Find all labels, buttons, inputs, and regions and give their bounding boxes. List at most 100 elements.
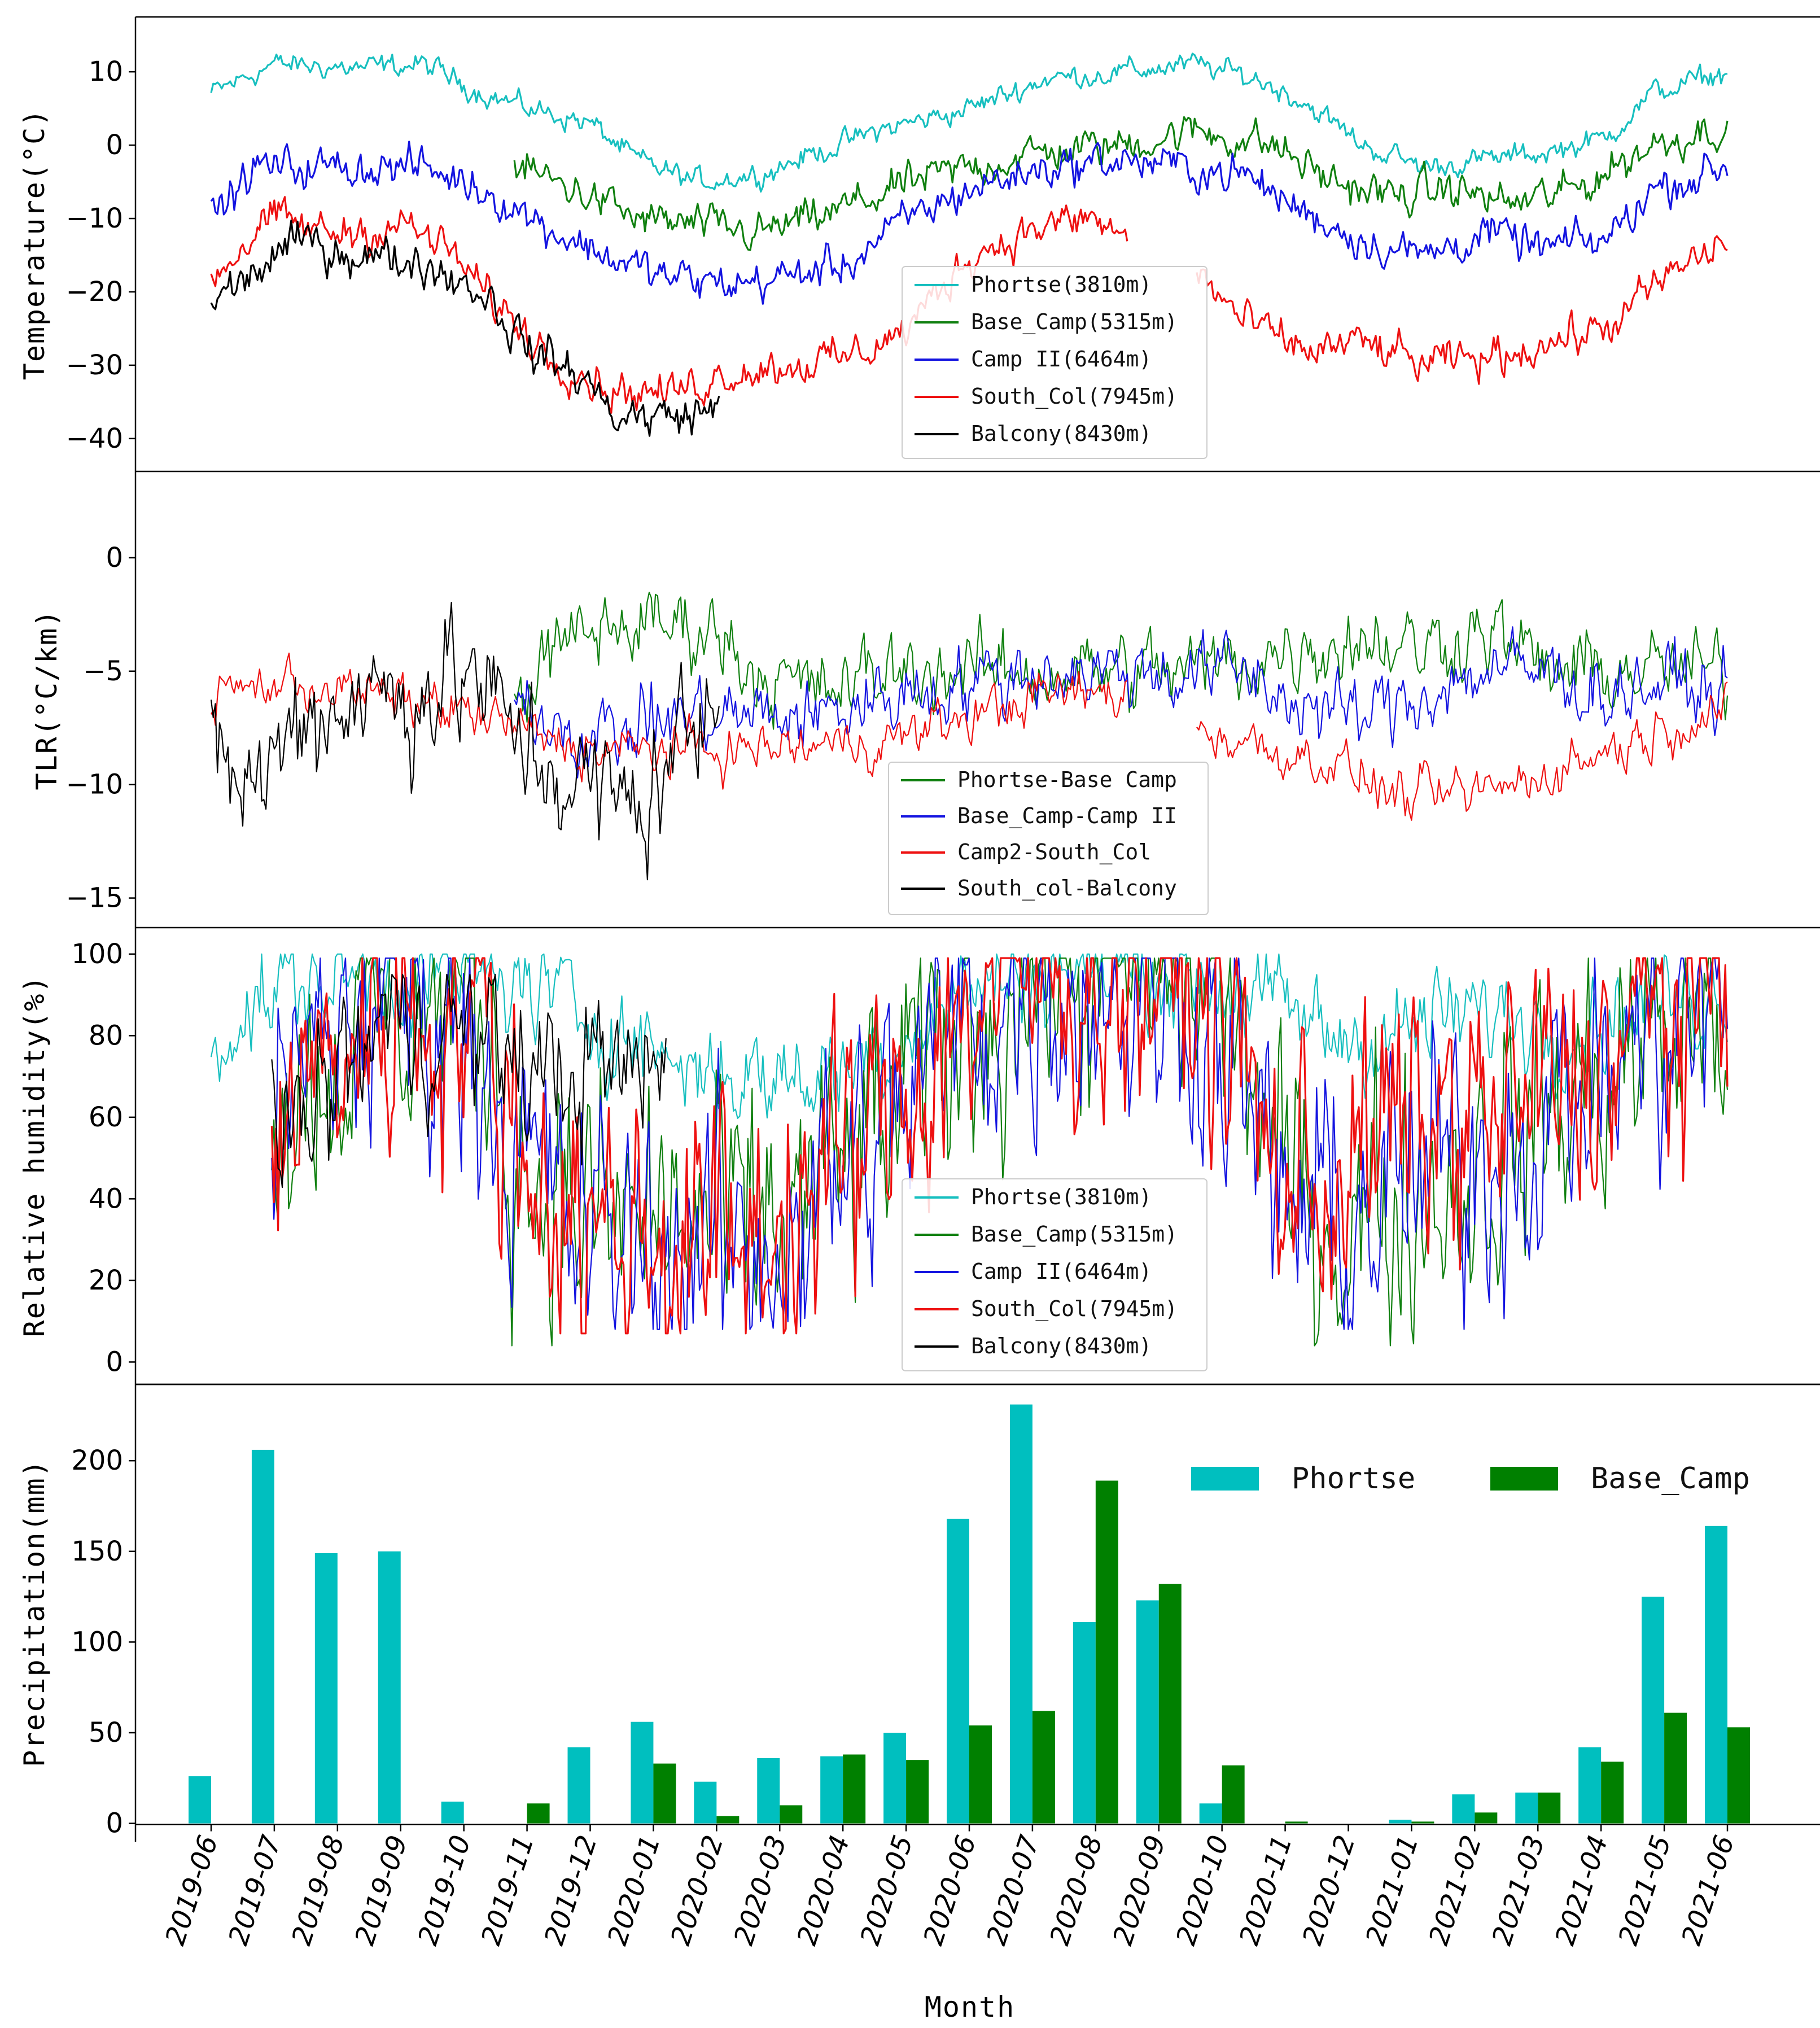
bar-phortse-2020-05 [883, 1732, 907, 1824]
bar-phortse-2020-03 [757, 1758, 780, 1824]
x-tick-label: 2021-05 [1612, 1832, 1677, 1949]
panel-1-ytick-label: 10 [89, 56, 123, 88]
panel-1-legend-box [902, 266, 1208, 459]
x-tick-label: 2020-11 [1233, 1832, 1298, 1949]
panel-3-ytick-label: 80 [89, 1020, 123, 1051]
panel-2-legend-label: Base_Camp-Camp II [957, 803, 1177, 829]
panel-1-ytick-label: −40 [66, 423, 123, 454]
x-tick-label: 2020-06 [917, 1832, 982, 1949]
x-tick-label: 2020-09 [1107, 1832, 1172, 1949]
bar-phortse-2020-06 [947, 1518, 969, 1824]
panel-4-ytick-label: 200 [71, 1445, 123, 1476]
bar-base_camp-2020-02 [716, 1816, 740, 1824]
panel-3-ytick-label: 100 [71, 938, 123, 970]
legend-swatch-base_camp [1490, 1467, 1558, 1491]
bar-base_camp-2019-11 [527, 1803, 550, 1824]
bar-phortse-2019-08 [314, 1553, 338, 1824]
panel-1-legend-label: Base_Camp(5315m) [971, 309, 1178, 335]
panel-4-ytick-label: 150 [71, 1536, 123, 1567]
bar-phortse-2020-10 [1199, 1803, 1222, 1824]
x-axis-label: Month [925, 1991, 1016, 2023]
bar-base_camp-2021-02 [1475, 1812, 1498, 1824]
x-tick-label: 2020-08 [1044, 1832, 1109, 1949]
bar-phortse-2020-01 [631, 1721, 654, 1824]
bar-phortse-2021-04 [1578, 1747, 1602, 1824]
bar-phortse-2019-07 [251, 1449, 274, 1824]
panel-2-ytick-label: −15 [66, 882, 123, 914]
x-tick-label: 2020-03 [728, 1832, 793, 1949]
x-tick-label: 2019-06 [159, 1832, 224, 1949]
bar-base_camp-2020-09 [1158, 1584, 1182, 1824]
bar-base_camp-2021-04 [1601, 1762, 1624, 1824]
x-tick-label: 2019-11 [475, 1832, 540, 1949]
bar-base_camp-2020-05 [906, 1760, 929, 1824]
bar-phortse-2021-01 [1389, 1820, 1412, 1824]
x-tick-label: 2021-01 [1360, 1832, 1425, 1949]
panel-3-series-line-5 [271, 973, 667, 1188]
bar-base_camp-2020-04 [843, 1754, 866, 1824]
bar-phortse-2020-09 [1136, 1600, 1159, 1824]
bar-phortse-2021-03 [1515, 1792, 1538, 1824]
panel-1-series-line-2 [513, 116, 1729, 251]
panel-3-legend-label: Phortse(3810m) [971, 1185, 1152, 1209]
x-tick-label: 2020-04 [791, 1832, 856, 1949]
x-tick-label: 2019-09 [349, 1832, 414, 1949]
panel-3-series-line-3 [271, 957, 1729, 1330]
x-tick-label: 2019-10 [412, 1832, 477, 1949]
bar-base_camp-2021-03 [1538, 1792, 1561, 1824]
x-tick-label: 2021-04 [1549, 1832, 1614, 1949]
panel-1-legend-label: Camp II(6464m) [971, 347, 1152, 371]
bar-base_camp-2021-05 [1664, 1712, 1687, 1824]
panel-3-ytick-label: 40 [89, 1183, 123, 1214]
panel-2-series-line-3 [211, 652, 1728, 821]
panel-3-ytick-label: 0 [106, 1346, 123, 1378]
bar-phortse-2021-02 [1452, 1794, 1475, 1824]
panel-3-legend-label: Balcony(8430m) [971, 1334, 1152, 1358]
x-tick-label: 2019-12 [539, 1832, 603, 1949]
x-tick-label: 2020-05 [854, 1832, 919, 1949]
x-tick-label: 2019-08 [286, 1832, 351, 1949]
x-tick-label: 2020-01 [602, 1832, 667, 1949]
bar-base_camp-2020-10 [1222, 1765, 1245, 1824]
bar-base_camp-2020-03 [780, 1805, 803, 1824]
panel-3-ytick-label: 60 [89, 1102, 123, 1133]
panel-4-y-axis-label: Precipitation(mm) [18, 1459, 51, 1767]
panel-1-legend-label: Balcony(8430m) [971, 421, 1152, 446]
bar-phortse-2020-04 [820, 1756, 843, 1824]
panel-2-ytick-label: 0 [106, 542, 123, 574]
bar-base_camp-2021-01 [1411, 1821, 1434, 1824]
panel-3-series-line-1 [210, 953, 1729, 1119]
bar-base_camp-2020-11 [1285, 1821, 1308, 1824]
panel-3-legend-label: Camp II(6464m) [971, 1259, 1152, 1284]
bar-phortse-2020-08 [1073, 1622, 1096, 1824]
panel-2-series-line-1 [514, 592, 1729, 730]
bar-base_camp-2020-06 [969, 1725, 992, 1824]
panel-2-series-line-4 [210, 602, 720, 881]
x-tick-label: 2019-07 [222, 1832, 287, 1949]
panel-2-ytick-label: −10 [66, 769, 123, 801]
panel-1-series-line-5 [210, 219, 720, 437]
panel-4-ytick-label: 50 [89, 1717, 123, 1749]
legend-label-base_camp: Base_Camp [1591, 1462, 1750, 1496]
bar-base_camp-2020-07 [1032, 1711, 1055, 1824]
panel-3-legend-label: South_Col(7945m) [971, 1296, 1178, 1322]
bar-phortse-2020-02 [694, 1781, 717, 1824]
panel-2-ytick-label: −5 [83, 655, 123, 687]
bar-base_camp-2021-06 [1727, 1727, 1750, 1824]
panel-3-legend-box [902, 1178, 1208, 1371]
panel-3-ytick-label: 20 [89, 1265, 123, 1296]
panel-4-ytick-label: 0 [106, 1808, 123, 1839]
panel-1-ytick-label: −20 [66, 276, 123, 308]
panel-1-y-axis-label: Temperature(°C) [18, 108, 51, 381]
x-tick-label: 2021-02 [1423, 1832, 1488, 1949]
legend-label-phortse: Phortse [1292, 1462, 1415, 1496]
bar-phortse-2019-09 [378, 1551, 401, 1824]
x-tick-label: 2020-12 [1297, 1832, 1362, 1949]
panel-2-legend-label: South_col-Balcony [957, 876, 1177, 901]
panel-1-series-line-1 [210, 53, 1728, 193]
panel-2-series-line-2 [514, 626, 1728, 779]
panel-2-legend-box [888, 762, 1209, 915]
bar-phortse-2019-06 [189, 1776, 211, 1824]
bar-base_camp-2020-08 [1095, 1480, 1118, 1824]
panel-1-legend-label: South_Col(7945m) [971, 384, 1178, 409]
